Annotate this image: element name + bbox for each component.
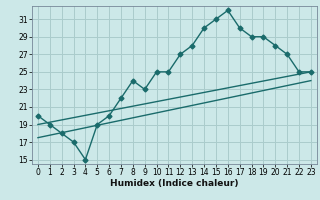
- X-axis label: Humidex (Indice chaleur): Humidex (Indice chaleur): [110, 179, 239, 188]
